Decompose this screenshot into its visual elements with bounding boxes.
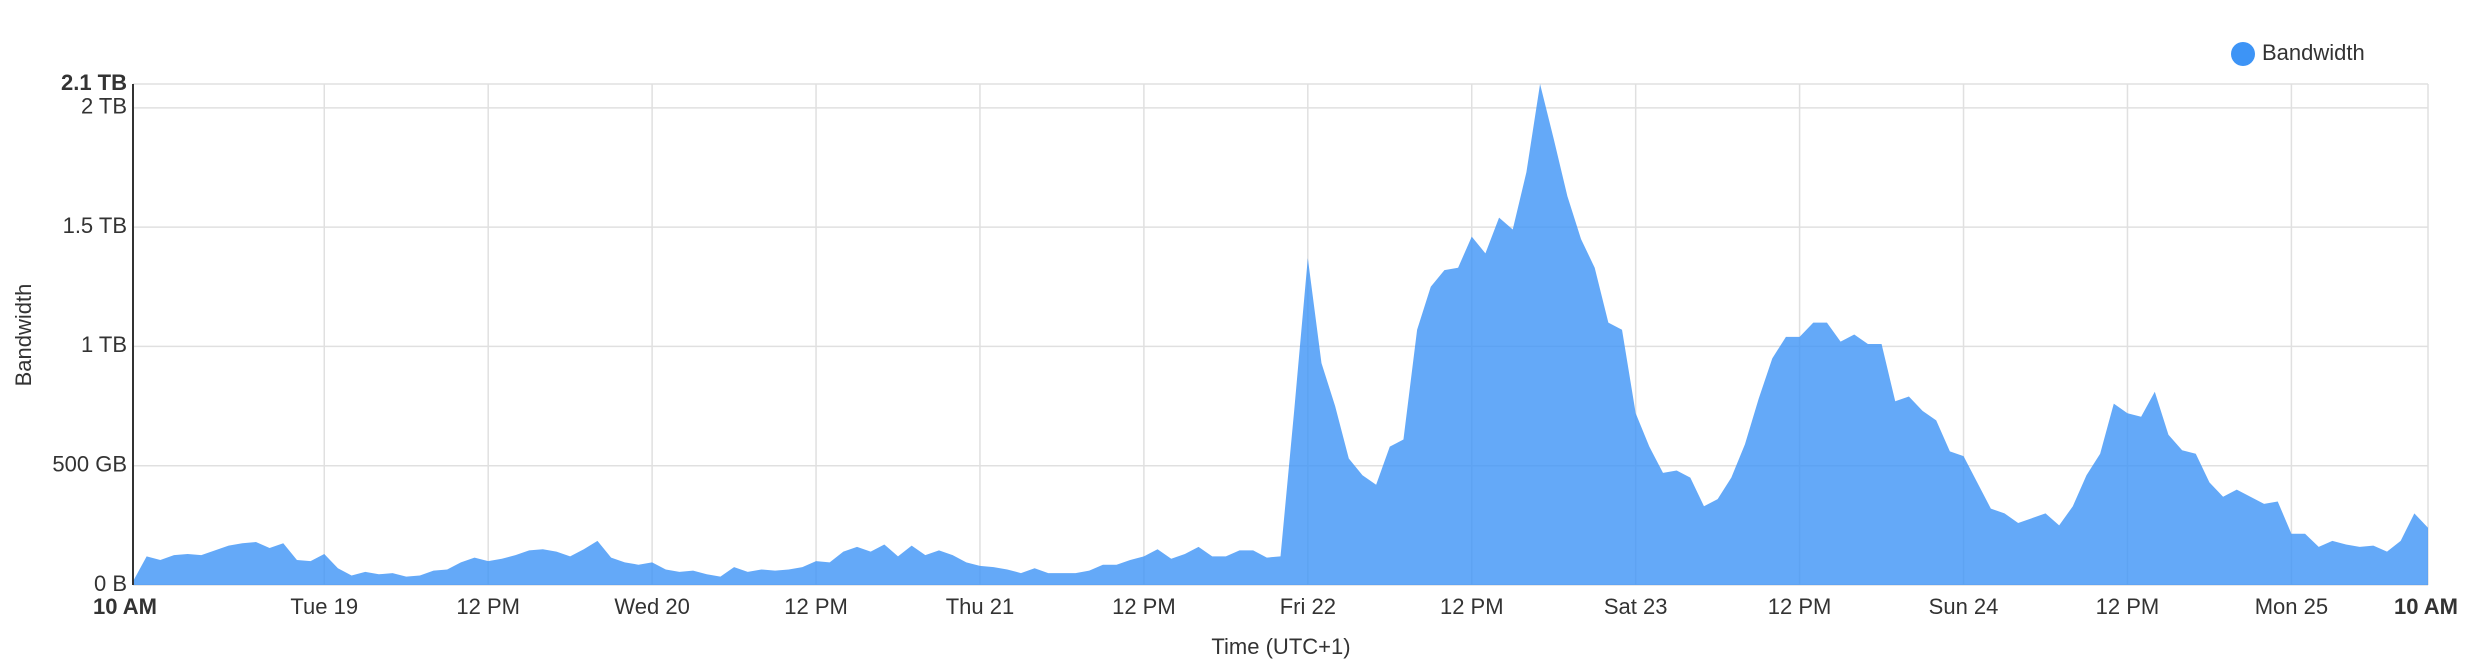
x-tick-label: 12 PM [1768,594,1832,619]
x-tick-label: Sat 23 [1604,594,1668,619]
y-tick-label: 500 GB [52,452,127,477]
x-tick-label: 10 AM [93,594,157,619]
x-tick-label: Fri 22 [1280,594,1336,619]
x-axis-title: Time (UTC+1) [1211,634,1350,659]
x-tick-label: Sun 24 [1929,594,1999,619]
legend-marker [2231,42,2255,66]
y-tick-label: 2 TB [81,94,127,119]
x-tick-label: Tue 19 [290,594,358,619]
x-tick-label: 12 PM [456,594,520,619]
x-tick-label: Wed 20 [614,594,689,619]
y-tick-label: 1 TB [81,332,127,357]
x-tick-label: 12 PM [1112,594,1176,619]
x-tick-label: 12 PM [2096,594,2160,619]
x-tick-label: Mon 25 [2255,594,2328,619]
x-tick-label: 10 AM [2394,594,2458,619]
x-tick-label: 12 PM [784,594,848,619]
x-tick-label: 12 PM [1440,594,1504,619]
y-tick-label: 0 B [94,571,127,596]
x-tick-label: Thu 21 [946,594,1015,619]
area [133,84,2428,585]
y-tick-label: 2.1 TB [61,70,127,95]
y-axis-title: Bandwidth [11,284,36,387]
y-tick-label: 1.5 TB [63,213,127,238]
legend-label: Bandwidth [2262,40,2365,65]
